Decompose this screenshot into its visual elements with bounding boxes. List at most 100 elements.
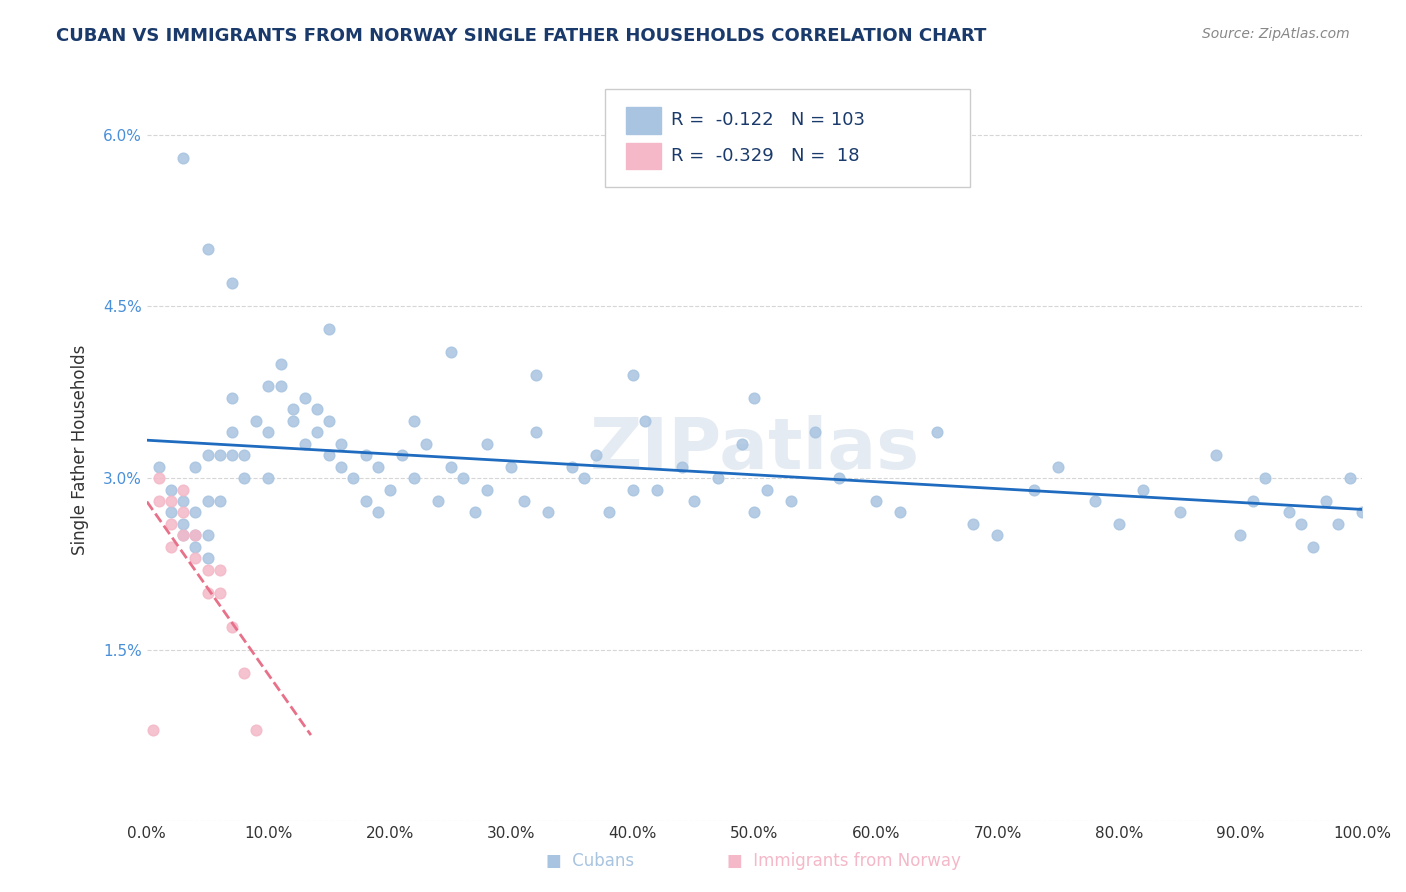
Point: [1339, 471, 1361, 485]
Point: [148, 494, 170, 508]
Point: [574, 471, 596, 485]
Point: [561, 459, 583, 474]
Point: [257, 425, 280, 440]
Point: [1132, 483, 1154, 497]
Point: [427, 494, 450, 508]
Point: [1205, 448, 1227, 462]
Point: [148, 459, 170, 474]
Point: [270, 357, 292, 371]
Point: [537, 505, 560, 519]
Text: R =  -0.122   N = 103: R = -0.122 N = 103: [671, 112, 865, 129]
Point: [585, 448, 607, 462]
Point: [197, 563, 219, 577]
Point: [245, 414, 267, 428]
Point: [634, 414, 657, 428]
Point: [233, 448, 256, 462]
Point: [1241, 494, 1264, 508]
Point: [208, 448, 231, 462]
Point: [197, 585, 219, 599]
Point: [160, 516, 183, 531]
Point: [184, 459, 207, 474]
Point: [184, 528, 207, 542]
Point: [318, 448, 340, 462]
Point: [1047, 459, 1070, 474]
Point: [1229, 528, 1251, 542]
Point: [645, 483, 668, 497]
Point: [367, 505, 389, 519]
Point: [1302, 540, 1324, 554]
Point: [221, 448, 243, 462]
Point: [257, 379, 280, 393]
Point: [671, 459, 693, 474]
Point: [1168, 505, 1191, 519]
Point: [464, 505, 486, 519]
Y-axis label: Single Father Households: Single Father Households: [72, 344, 89, 555]
Point: [755, 483, 778, 497]
Point: [1254, 471, 1277, 485]
Point: [475, 436, 498, 450]
Text: ZIPatlas: ZIPatlas: [589, 415, 920, 484]
Point: [142, 723, 165, 737]
Point: [208, 563, 231, 577]
Point: [731, 436, 754, 450]
Point: [233, 471, 256, 485]
Point: [148, 471, 170, 485]
Point: [354, 494, 377, 508]
Text: ■  Immigrants from Norway: ■ Immigrants from Norway: [727, 852, 960, 870]
Point: [318, 322, 340, 336]
Point: [221, 391, 243, 405]
Point: [197, 448, 219, 462]
Point: [1278, 505, 1301, 519]
Point: [404, 414, 426, 428]
Point: [391, 448, 413, 462]
Point: [197, 494, 219, 508]
Point: [172, 516, 194, 531]
Point: [318, 414, 340, 428]
Point: [233, 665, 256, 680]
Point: [197, 528, 219, 542]
Text: CUBAN VS IMMIGRANTS FROM NORWAY SINGLE FATHER HOUSEHOLDS CORRELATION CHART: CUBAN VS IMMIGRANTS FROM NORWAY SINGLE F…: [56, 27, 987, 45]
Point: [221, 277, 243, 291]
Point: [744, 391, 766, 405]
Point: [501, 459, 523, 474]
Point: [160, 540, 183, 554]
Point: [682, 494, 704, 508]
Point: [1108, 516, 1130, 531]
Point: [330, 436, 353, 450]
Point: [160, 505, 183, 519]
Point: [184, 551, 207, 566]
Point: [367, 459, 389, 474]
Point: [172, 494, 194, 508]
Point: [197, 242, 219, 256]
Point: [184, 528, 207, 542]
Point: [184, 505, 207, 519]
Point: [598, 505, 620, 519]
Text: R =  -0.329   N =  18: R = -0.329 N = 18: [671, 147, 859, 165]
Point: [160, 483, 183, 497]
Point: [1289, 516, 1312, 531]
Text: ■  Cubans: ■ Cubans: [547, 852, 634, 870]
Point: [804, 425, 827, 440]
Point: [707, 471, 730, 485]
Point: [475, 483, 498, 497]
Point: [1084, 494, 1107, 508]
Point: [281, 414, 304, 428]
Point: [172, 483, 194, 497]
Point: [865, 494, 887, 508]
Point: [1351, 505, 1374, 519]
Point: [354, 448, 377, 462]
Point: [621, 368, 644, 382]
Point: [305, 402, 328, 417]
Point: [160, 494, 183, 508]
Point: [451, 471, 474, 485]
Point: [208, 585, 231, 599]
Point: [245, 723, 267, 737]
Point: [440, 459, 463, 474]
Point: [1315, 494, 1337, 508]
Text: Source: ZipAtlas.com: Source: ZipAtlas.com: [1202, 27, 1350, 41]
Point: [281, 402, 304, 417]
Point: [172, 528, 194, 542]
Point: [172, 151, 194, 165]
Point: [1022, 483, 1045, 497]
Point: [415, 436, 437, 450]
